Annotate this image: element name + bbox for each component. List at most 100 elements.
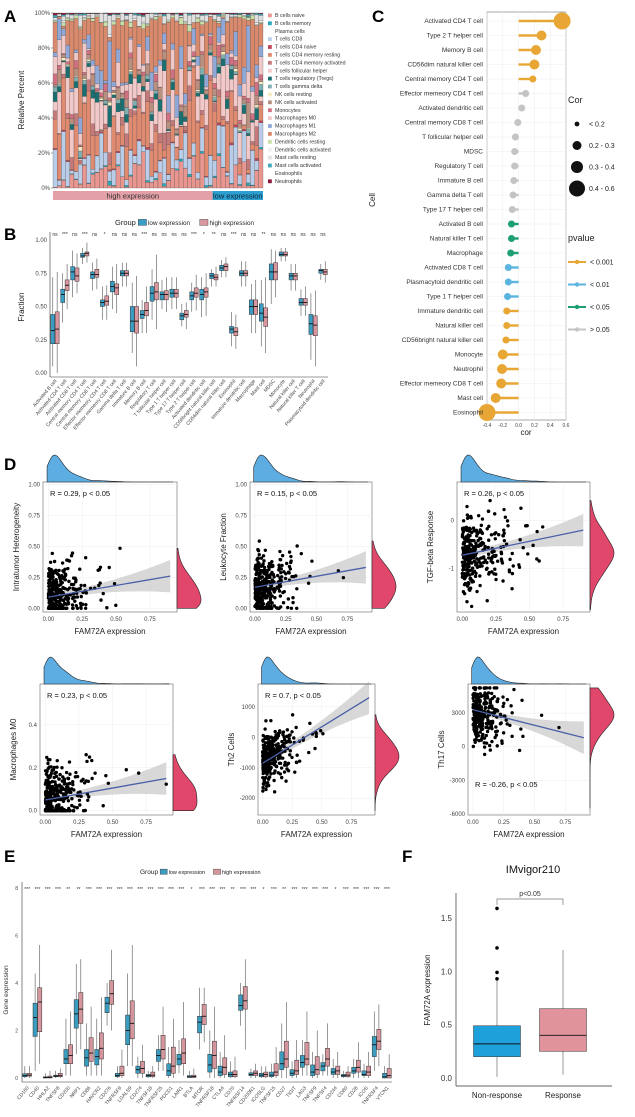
data-point bbox=[261, 554, 266, 558]
box-high bbox=[314, 1056, 320, 1075]
data-point bbox=[276, 586, 281, 591]
y-axis-label: Th17 Cells bbox=[437, 730, 446, 768]
legend-label: 0.3 - 0.4 bbox=[589, 165, 615, 172]
stacked-bar-segment bbox=[250, 86, 255, 92]
data-point bbox=[271, 736, 275, 741]
box-low bbox=[125, 1014, 130, 1045]
stacked-bar-segment bbox=[241, 16, 247, 19]
stacked-bar-segment bbox=[246, 182, 251, 186]
stacked-bar-segment bbox=[61, 16, 66, 22]
data-point bbox=[268, 586, 272, 590]
y-axis-label: TGF-beta Response bbox=[426, 510, 435, 583]
data-point bbox=[288, 560, 293, 565]
stacked-bar-segment bbox=[141, 23, 146, 29]
data-point bbox=[273, 729, 277, 734]
stacked-bar-segment bbox=[99, 22, 104, 71]
legend-label: Eosinophils bbox=[275, 171, 302, 177]
data-point bbox=[461, 590, 466, 594]
stacked-bar-segment bbox=[82, 18, 87, 21]
data-point bbox=[70, 803, 74, 808]
stacked-bar-segment bbox=[241, 13, 247, 16]
data-point bbox=[499, 557, 504, 561]
stacked-bar-segment bbox=[120, 110, 125, 118]
stacked-bar-segment bbox=[132, 114, 138, 155]
stacked-bar-segment bbox=[65, 64, 70, 66]
stacked-bar-segment bbox=[246, 17, 251, 21]
stacked-bar-segment bbox=[220, 16, 226, 19]
stacked-bar-segment bbox=[241, 67, 247, 84]
legend-label: low expression bbox=[148, 220, 191, 227]
data-point bbox=[492, 572, 496, 576]
stacked-bar-segment bbox=[103, 123, 108, 129]
stacked-bar-segment bbox=[250, 122, 255, 142]
stacked-bar-segment bbox=[187, 66, 192, 71]
stacked-bar-segment bbox=[136, 82, 142, 96]
stacked-bar-segment bbox=[73, 15, 79, 19]
lollipop-dot bbox=[536, 30, 547, 41]
stacked-bar-segment bbox=[157, 87, 163, 100]
data-point bbox=[47, 584, 51, 588]
panel-label: A bbox=[4, 7, 16, 26]
stacked-bar-segment bbox=[69, 124, 75, 130]
stacked-bar-segment bbox=[61, 74, 66, 79]
stacked-bar-segment bbox=[149, 19, 154, 73]
y-tick-label: 0.75 bbox=[35, 271, 47, 277]
data-point bbox=[270, 570, 274, 575]
stacked-bar-segment bbox=[107, 37, 112, 42]
box-high bbox=[366, 1065, 371, 1076]
stacked-bar-segment bbox=[128, 69, 133, 72]
stacked-bar-segment bbox=[82, 20, 87, 40]
stacked-bar-segment bbox=[241, 95, 247, 100]
data-point bbox=[488, 686, 492, 690]
stacked-bar-segment bbox=[145, 12, 150, 14]
data-point bbox=[475, 565, 480, 569]
stacked-bar-segment bbox=[166, 130, 171, 133]
x-axis-label: FAM72A expression bbox=[281, 830, 352, 839]
data-point bbox=[49, 606, 54, 610]
stacked-bar-segment bbox=[61, 35, 66, 54]
box-low bbox=[279, 1051, 285, 1070]
marginal-density-y bbox=[589, 687, 615, 809]
lollipop-dot bbox=[530, 45, 541, 55]
stacked-bar-segment bbox=[208, 12, 213, 15]
stacked-bar-segment bbox=[204, 185, 209, 188]
stacked-bar-segment bbox=[136, 26, 142, 45]
data-point bbox=[475, 531, 479, 535]
data-point bbox=[319, 729, 323, 733]
stacked-bar-segment bbox=[170, 79, 175, 83]
x-axis-label: FAM72A expression bbox=[493, 830, 564, 839]
data-point bbox=[541, 525, 545, 529]
data-point bbox=[471, 556, 476, 560]
stacked-bar-segment bbox=[212, 175, 217, 178]
data-point bbox=[254, 602, 259, 607]
legend-size-dot bbox=[574, 121, 580, 127]
x-tick-label: 0.25 bbox=[498, 820, 510, 826]
box-low bbox=[104, 997, 110, 1013]
stacked-bar-segment bbox=[73, 87, 79, 114]
stacked-bar-segment bbox=[212, 177, 217, 189]
stacked-bar-segment bbox=[237, 13, 243, 15]
data-point bbox=[460, 560, 465, 565]
data-point bbox=[52, 569, 56, 574]
data-point bbox=[266, 777, 271, 781]
stacked-bar-segment bbox=[233, 71, 238, 75]
lollipop-dot bbox=[553, 12, 571, 30]
data-point bbox=[52, 606, 56, 610]
significance-label: ns bbox=[162, 232, 168, 238]
stacked-bar-segment bbox=[128, 39, 133, 53]
stacked-bar-segment bbox=[212, 14, 217, 20]
stacked-bar-segment bbox=[212, 20, 217, 57]
stacked-bar-segment bbox=[187, 24, 192, 32]
stacked-bar-segment bbox=[115, 86, 121, 88]
stacked-bar-segment bbox=[136, 15, 142, 27]
stacked-bar-segment bbox=[237, 120, 243, 124]
stacked-bar-segment bbox=[250, 19, 255, 87]
data-point bbox=[467, 515, 471, 519]
y-tick-label: 0.00 bbox=[28, 606, 40, 612]
marginal-density-y bbox=[374, 714, 400, 811]
stacked-bar-segment bbox=[241, 113, 247, 125]
stacked-bar-segment bbox=[195, 55, 201, 66]
stacked-bar-segment bbox=[166, 22, 171, 96]
stacked-bar-segment bbox=[170, 89, 175, 121]
stacked-bar-segment bbox=[204, 13, 209, 16]
